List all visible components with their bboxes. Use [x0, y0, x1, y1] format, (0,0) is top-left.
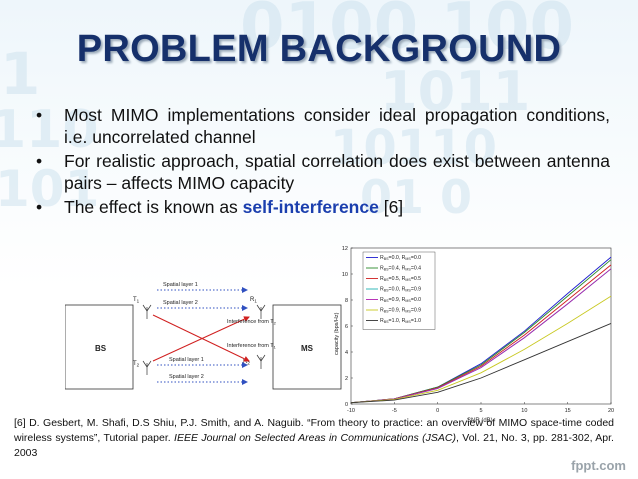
x-tick-label: 10 — [521, 408, 527, 414]
y-tick-label: 12 — [342, 246, 348, 252]
y-tick-label: 4 — [345, 350, 348, 356]
x-axis-label: SNR (dB) — [467, 418, 493, 424]
y-tick-label: 10 — [342, 272, 348, 278]
t2-label: T2 — [133, 361, 140, 368]
layer2-top-label: Spatial layer 2 — [163, 300, 198, 306]
bullet-item: • For realistic approach, spatial correl… — [30, 150, 610, 194]
bullet-suffix: [6] — [378, 197, 404, 217]
ms-label: MS — [301, 344, 314, 353]
bullet-text: For realistic approach, spatial correlat… — [64, 151, 610, 193]
fppt-logo: fppt.com — [571, 458, 626, 473]
x-tick-label: -5 — [392, 408, 397, 414]
bullet-text: Most MIMO implementations consider ideal… — [64, 105, 610, 147]
x-tick-label: 15 — [565, 408, 571, 414]
bullet-dot-icon: • — [36, 105, 43, 125]
interference-t1-label: Interference from T1 — [227, 343, 277, 350]
antenna-t2-icon — [142, 360, 152, 375]
bullet-dot-icon: • — [36, 197, 43, 217]
bs-label: BS — [95, 344, 107, 353]
ms-box — [272, 304, 342, 390]
bullet-item: • The effect is known as self-interferen… — [30, 196, 610, 218]
bs-box — [65, 304, 134, 390]
reference-citation: [6] D. Gesbert, M. Shafi, D.S Shiu, P.J.… — [14, 416, 614, 461]
legend-entry: RBS=0.9, RMS=0.9 — [380, 308, 421, 314]
legend-entry: RBS=0.4, RMS=0.4 — [380, 266, 421, 272]
y-tick-label: 2 — [345, 376, 348, 382]
interference-arrow-up — [152, 316, 250, 362]
capacity-chart: -10 -5 0 5 10 15 20 0 2 4 6 8 10 12 RBS=0.0, RMS=0.0 R… — [334, 246, 614, 424]
interference-t2-label: Interference from T2 — [227, 319, 277, 326]
x-tick-label: 0 — [436, 408, 439, 414]
reference-journal: IEEE Journal on Selected Areas in Commun… — [174, 432, 456, 444]
x-tick-label: -10 — [347, 408, 355, 414]
bullet-list: • Most MIMO implementations consider ide… — [30, 104, 610, 220]
bullet-item: • Most MIMO implementations consider ide… — [30, 104, 610, 148]
bullet-prefix: The effect is known as — [64, 197, 243, 217]
legend-entry: RBS=0.9, RMS=0.0 — [380, 297, 421, 303]
layer1-bottom-label: Spatial layer 1 — [169, 357, 204, 363]
legend-entry: RBS=0.0, RMS=0.0 — [380, 255, 421, 261]
r1-label: R1 — [250, 297, 257, 304]
series-line-5 — [350, 295, 612, 404]
series-line-6 — [350, 322, 612, 404]
y-tick-label: 6 — [345, 324, 348, 330]
layer2-bottom-label: Spatial layer 2 — [169, 374, 204, 380]
x-tick-label: 5 — [479, 408, 482, 414]
t1-label: T1 — [133, 297, 140, 304]
mimo-diagram: BS MS T1 T2 R1 R2 Spatial layer 1 Spatia… — [65, 282, 342, 390]
legend-box — [362, 251, 436, 330]
y-tick-label: 8 — [345, 298, 348, 304]
bullet-dot-icon: • — [36, 151, 43, 171]
legend-entry: RBS=0.0, RMS=0.9 — [380, 287, 421, 293]
legend-entry: RBS=0.5, RMS=0.5 — [380, 276, 421, 282]
antenna-t1-icon — [142, 304, 152, 319]
x-tick-label: 20 — [608, 408, 614, 414]
reference-details: , Vol. 21, No. 3, pp. 281-302, Apr. 2003 — [14, 432, 614, 459]
reference-text: [6] D. Gesbert, M. Shafi, D.S Shiu, P.J.… — [14, 417, 614, 444]
legend-entry: RBS=1.0, RMS=1.0 — [380, 318, 421, 324]
slide-title: PROBLEM BACKGROUND — [76, 28, 562, 70]
self-interference-highlight: self-interference — [242, 197, 379, 217]
antenna-r2-icon — [256, 354, 266, 369]
antenna-r1-icon — [256, 304, 266, 319]
y-axis-label: capacity (bps/Hz) — [334, 312, 340, 355]
y-tick-label: 0 — [345, 402, 348, 408]
interference-arrow-down — [152, 314, 250, 362]
layer1-top-label: Spatial layer 1 — [163, 282, 198, 288]
